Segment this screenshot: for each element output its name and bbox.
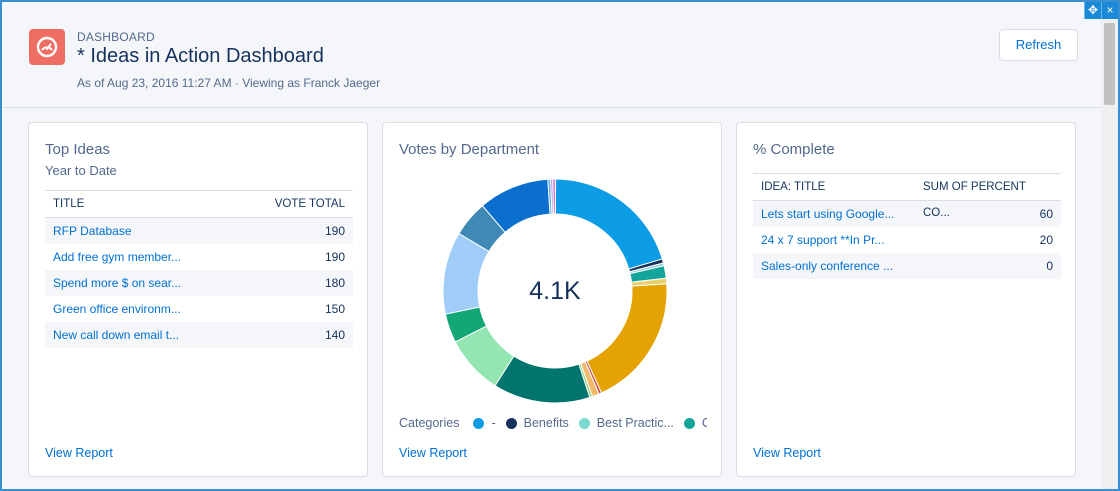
view-report-link[interactable]: View Report [399,446,467,460]
top-ideas-table: TITLE VOTE TOTAL RFP Database 190 Add fr… [45,190,353,348]
legend-dot [683,417,695,429]
percent-value: 20 [1039,233,1053,247]
card-title: Votes by Department [399,141,540,158]
dashboard-gauge-icon [29,29,65,65]
donut-chart: 4.1K [439,175,671,407]
legend-item[interactable]: Best Practic... [578,416,674,430]
donut-center-value: 4.1K [529,276,581,305]
legend-label: C [702,416,707,430]
vote-total: 150 [324,302,345,316]
table-row: Green office environm... 150 [45,296,353,322]
move-icon[interactable]: ✥ [1084,2,1101,19]
chart-legend: Categories - Benefits Best Practic... C [399,415,707,431]
top-ideas-card: Top Ideas Year to Date TITLE VOTE TOTAL … [28,122,368,477]
vertical-scrollbar[interactable] [1101,19,1118,489]
legend-item[interactable]: C [683,416,707,430]
idea-link[interactable]: Green office environm... [53,302,181,316]
table-row: Sales-only conference ... 0 [753,253,1061,279]
legend-item[interactable]: Benefits [505,416,569,430]
table-row: RFP Database 190 [45,218,353,244]
idea-link[interactable]: Sales-only conference ... [761,259,894,273]
column-header-idea-title[interactable]: IDEA: TITLE [761,181,826,193]
legend-title: Categories [399,416,460,430]
column-header-title[interactable]: TITLE [53,198,85,210]
table-header: TITLE VOTE TOTAL [45,190,353,218]
legend-label: Benefits [523,416,569,430]
legend-dot [578,417,590,429]
idea-link[interactable]: 24 x 7 support **In Pr... [761,233,885,247]
donut-chart-svg [442,178,668,404]
card-subtitle: Year to Date [45,163,117,178]
vote-total: 140 [324,328,345,342]
card-title: % Complete [753,141,835,158]
page-eyebrow: DASHBOARD [77,30,155,44]
idea-link[interactable]: Spend more $ on sear... [53,276,182,290]
table-row: Spend more $ on sear... 180 [45,270,353,296]
page-subtitle: As of Aug 23, 2016 11:27 AM · Viewing as… [77,76,381,90]
percent-value: 0 [1046,259,1053,273]
scrollbar-thumb[interactable] [1104,23,1115,105]
table-header: IDEA: TITLE SUM OF PERCENT CO... [753,173,1061,219]
close-icon[interactable]: × [1101,2,1118,19]
table-row: 24 x 7 support **In Pr... 20 [753,227,1061,253]
page-title: * Ideas in Action Dashboard [77,45,324,67]
column-header-percent[interactable]: SUM OF PERCENT CO... [923,181,1026,219]
table-body: Lets start using Google... 60 24 x 7 sup… [753,201,1061,279]
table-row: New call down email t... 140 [45,322,353,348]
column-header-vote-total[interactable]: VOTE TOTAL [274,198,345,210]
window-controls: ✥ × [1084,2,1118,19]
percent-complete-card: % Complete IDEA: TITLE SUM OF PERCENT CO… [736,122,1076,477]
table-row: Lets start using Google... 60 [753,201,1061,227]
donut-slice[interactable] [552,178,557,215]
table-row: Add free gym member... 190 [45,244,353,270]
legend-item[interactable]: - [473,416,496,430]
votes-by-department-card: Votes by Department 4.1K Categories - Be… [382,122,722,477]
view-report-link[interactable]: View Report [45,446,113,460]
dashboard-header: DASHBOARD * Ideas in Action Dashboard As… [4,4,1101,108]
idea-link[interactable]: RFP Database [53,224,132,238]
vote-total: 190 [324,224,345,238]
vote-total: 190 [324,250,345,264]
legend-dot [505,417,517,429]
legend-label: Best Practic... [596,416,674,430]
percent-complete-table: IDEA: TITLE SUM OF PERCENT CO... Lets st… [753,173,1061,279]
idea-link[interactable]: New call down email t... [53,328,180,342]
idea-link[interactable]: Lets start using Google... [761,207,895,221]
table-body: RFP Database 190 Add free gym member... … [45,218,353,348]
legend-dot [473,417,485,429]
vote-total: 180 [324,276,345,290]
legend-label: - [491,416,496,430]
refresh-button[interactable]: Refresh [999,29,1078,61]
percent-value: 60 [1039,207,1053,221]
view-report-link[interactable]: View Report [753,446,821,460]
idea-link[interactable]: Add free gym member... [53,250,182,264]
card-title: Top Ideas [45,141,111,158]
